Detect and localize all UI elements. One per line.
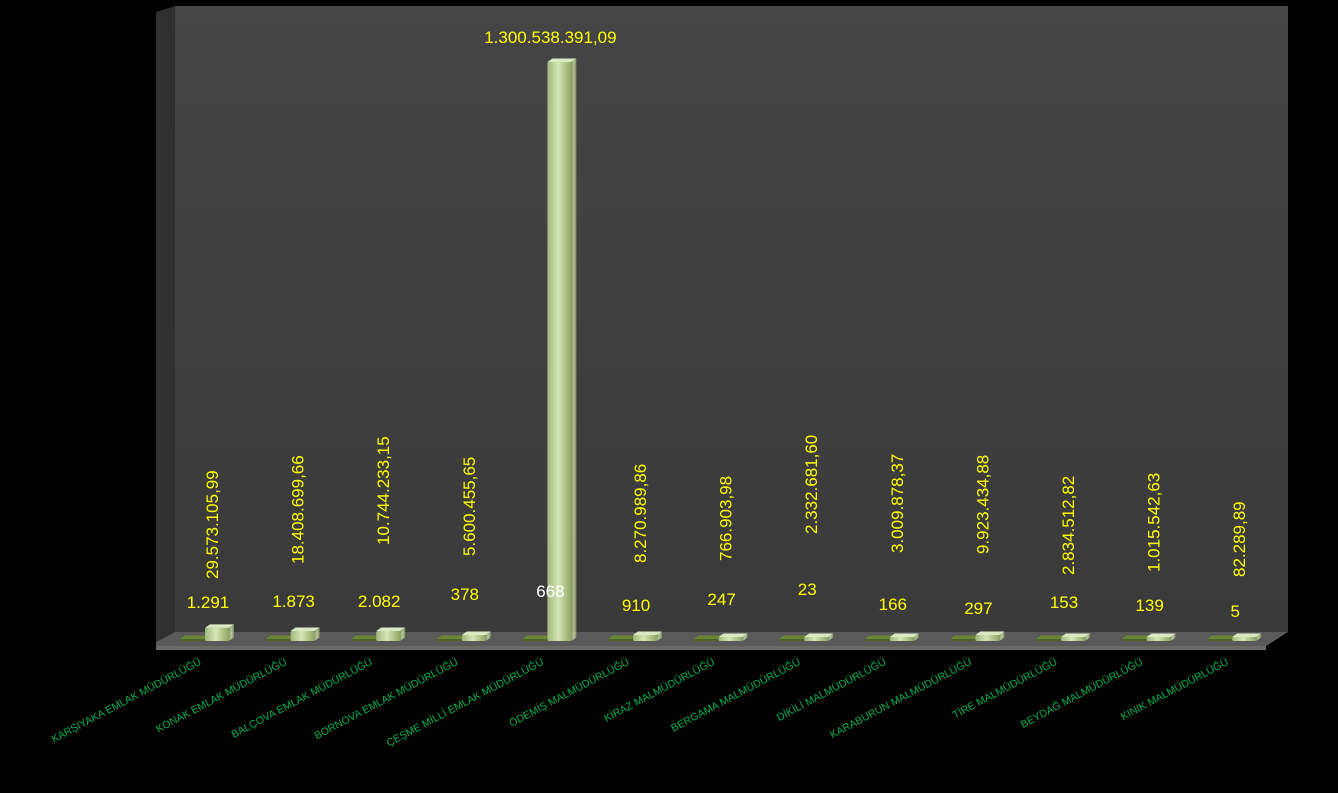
count-label-12: 5 — [1230, 602, 1239, 621]
bar-series2-6 — [718, 633, 748, 641]
side-wall — [156, 6, 175, 642]
bar-series2-3 — [461, 631, 491, 641]
bar-series1-4 — [522, 635, 552, 641]
category-label-4: ÇEŞME MİLLİ EMLAK MÜDÜRLÜĞÜ — [384, 655, 546, 749]
count-label-1: 1.873 — [272, 592, 315, 611]
amount-label-8: 3.009.878,37 — [888, 454, 907, 553]
amount-label-1: 18.408.699,66 — [289, 455, 308, 564]
count-label-5: 910 — [622, 596, 650, 615]
bar-series2-5 — [633, 631, 662, 641]
amount-label-5: 8.270.989,86 — [631, 464, 650, 563]
bar-series1-10 — [1036, 635, 1065, 641]
bar-series2-0 — [205, 624, 234, 641]
bar-series2-1 — [290, 627, 320, 641]
count-label-3: 378 — [451, 585, 479, 604]
count-label-8: 166 — [879, 595, 907, 614]
bar-series2-4 — [547, 58, 577, 641]
bar-series2-10 — [1061, 633, 1090, 641]
bar-series2-9 — [975, 631, 1005, 641]
category-label-2: BALÇOVA EMLAK MÜDÜRLÜĞÜ — [229, 655, 375, 741]
bar-series1-6 — [693, 635, 723, 641]
category-label-1: KONAK EMLAK MÜDÜRLÜĞÜ — [154, 655, 289, 735]
amount-label-0: 29.573.105,99 — [203, 470, 222, 579]
bar-series1-0 — [180, 635, 209, 641]
bar-series1-11 — [1121, 635, 1151, 641]
bar-series1-3 — [436, 635, 466, 641]
amount-label-9: 9.923.434,88 — [973, 455, 992, 554]
bar-series1-2 — [351, 635, 381, 641]
count-label-11: 139 — [1135, 596, 1163, 615]
count-label-2: 2.082 — [358, 592, 401, 611]
bars-layer — [180, 58, 1262, 641]
count-label-10: 153 — [1050, 593, 1078, 612]
bar-series2-12 — [1232, 633, 1262, 641]
amount-label-10: 2.834.512,82 — [1059, 476, 1078, 575]
count-label-4: 668 — [536, 582, 564, 601]
bar-series1-8 — [864, 635, 894, 641]
count-label-0: 1.291 — [187, 593, 230, 612]
bar-series2-2 — [376, 627, 406, 641]
bar-series1-1 — [265, 635, 295, 641]
bar-series1-7 — [779, 635, 809, 641]
back-wall — [175, 6, 1288, 632]
count-label-9: 297 — [964, 599, 992, 618]
amount-label-11: 1.015.542,63 — [1145, 473, 1164, 572]
count-label-7: 23 — [798, 580, 817, 599]
bar-series2-8 — [889, 633, 919, 641]
bar-series2-7 — [804, 633, 834, 641]
amount-label-7: 2.332.681,60 — [802, 435, 821, 534]
amount-label-12: 82.289,89 — [1230, 501, 1249, 577]
amount-label-4: 1.300.538.391,09 — [484, 28, 616, 47]
amount-label-3: 5.600.455,65 — [460, 457, 479, 556]
amount-label-2: 10.744.233,15 — [374, 436, 393, 545]
bar-series1-9 — [950, 635, 980, 641]
bar-series2-11 — [1146, 633, 1176, 641]
amount-label-6: 766.903,98 — [717, 476, 736, 561]
category-label-9: KARABURUN MALMÜDÜRLÜĞÜ — [828, 655, 974, 741]
count-label-6: 247 — [707, 590, 735, 609]
category-label-3: BORNOVA EMLAK MÜDÜRLÜĞÜ — [312, 655, 460, 742]
plot-area — [156, 6, 1288, 650]
bar-series1-5 — [608, 635, 637, 641]
category-label-0: KARŞIYAKA EMLAK MÜDÜRLÜĞÜ — [49, 655, 203, 745]
floor-front-edge — [156, 646, 1266, 650]
bar-series1-12 — [1207, 635, 1237, 641]
